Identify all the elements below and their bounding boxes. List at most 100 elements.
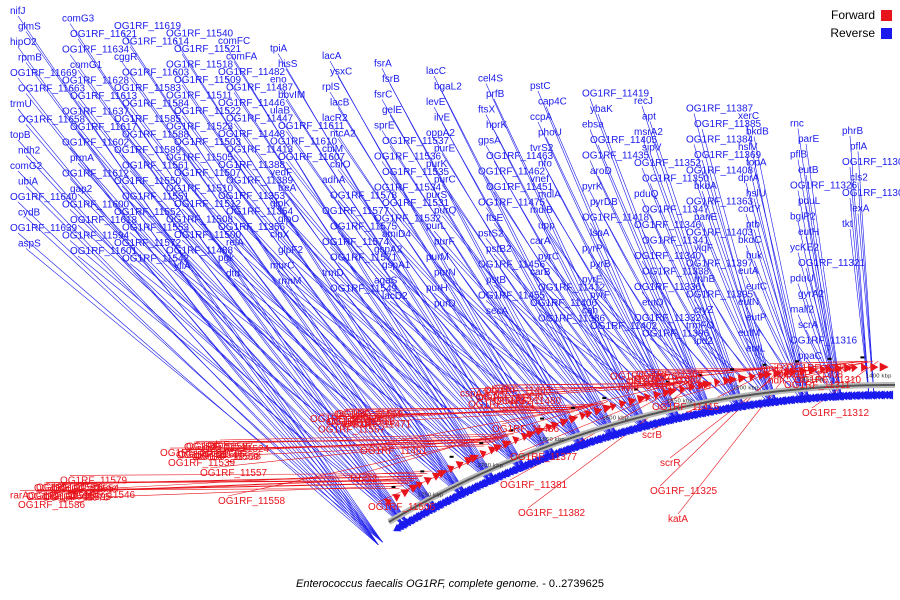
connector-line [203, 437, 505, 452]
gene-label-forward-og1rf-11379: OG1RF_11379 [644, 381, 712, 392]
gene-label-reverse-ycke2: ycKE2 [790, 243, 819, 254]
connector-line [359, 404, 597, 475]
gene-label-reverse-comfc: comFC [218, 36, 250, 47]
gene-label-reverse-og1rf-11588: OG1RF_11588 [122, 130, 190, 141]
gene-label-reverse-og1rf-11542: OG1RF_11542 [122, 254, 190, 265]
arc-tick [420, 470, 425, 473]
connector-line [537, 214, 677, 423]
connector-line [493, 222, 651, 430]
connector-line [129, 77, 440, 511]
gene-label-reverse-og1rf-11537: OG1RF_11537 [382, 136, 450, 147]
gene-label-reverse-og1rf-11451: OG1RF_11451 [486, 182, 554, 193]
forward-gene-arrow [609, 402, 617, 411]
connector-line [589, 98, 709, 417]
connector-line [381, 192, 584, 449]
connector-line [485, 269, 646, 431]
connector-line [649, 152, 746, 411]
connector-line [329, 277, 553, 460]
genome-arc-line [388, 384, 895, 523]
connector-line [545, 168, 682, 422]
gene-label-forward-og1rf-11312: OG1RF_11312 [802, 408, 870, 419]
connector-line [285, 254, 528, 470]
gene-label-reverse-lspa: lspA [590, 228, 610, 239]
connector-line [181, 208, 468, 496]
connector-line [233, 278, 498, 483]
gene-label-reverse-og1rf-11385: OG1RF_11385 [694, 119, 762, 130]
gene-label-forward-og1rf-11587: OG1RF_11587 [186, 442, 254, 453]
gene-label-reverse-og1rf-11389: OG1RF_11389 [226, 176, 294, 187]
gene-label-forward-og1rf-11308: OG1RF_11308 [776, 369, 844, 380]
connector-line [641, 198, 741, 411]
gene-label-forward-og1rf-11483: OG1RF_11483 [484, 385, 552, 396]
gene-label-forward-scrb: scrB [642, 430, 662, 441]
connector-line [745, 244, 805, 403]
gene-labels: nifJglmShipO2rpmBOG1RF_11669OG1RF_11663t… [10, 6, 900, 525]
scale-label: 1400 kbp [866, 373, 892, 379]
gene-label-reverse-carb: carB [530, 267, 551, 278]
connector-line [209, 436, 508, 469]
connector-line [649, 276, 746, 411]
gene-label-reverse-og1rf-11395: OG1RF_11395 [686, 290, 754, 301]
connector-line [201, 437, 503, 453]
gene-label-reverse-og1rf-11412: OG1RF_11412 [538, 283, 606, 294]
gene-label-reverse-og1rf-11419: OG1RF_11419 [582, 89, 650, 100]
connector-line [849, 166, 870, 400]
forward-gene-arrow [384, 498, 392, 507]
gene-label-forward-og1rf-11605: OG1RF_11605 [178, 450, 246, 461]
gene-label-reverse-og1rf-11610: OG1RF_11610 [270, 137, 338, 148]
connector-line [77, 224, 411, 526]
forward-gene-arrow [455, 461, 464, 470]
connector-line [597, 299, 714, 416]
gene-label-reverse-og1rf-11435: OG1RF_11435 [582, 151, 650, 162]
connector-line [77, 162, 411, 526]
gene-label-reverse-og1rf-11583: OG1RF_11583 [114, 83, 182, 94]
gene-label-reverse-og1rf-11621: OG1RF_11621 [70, 29, 138, 40]
forward-gene-arrow [748, 372, 756, 382]
connector-line [337, 262, 558, 459]
gene-label-reverse-trmd: trmD [322, 268, 344, 279]
gene-label-reverse-og1rf-11639: OG1RF_11639 [10, 223, 78, 234]
gene-label-reverse-og1rf-11482: OG1RF_11482 [218, 67, 286, 78]
gene-label-reverse-og1rf-11306: OG1RF_11306 [842, 188, 900, 199]
gene-label-reverse-pduq: pduQ [634, 189, 659, 200]
gene-label-reverse-purh: purH [426, 283, 448, 294]
gene-label-reverse-og1rf-11356: OG1RF_11356 [218, 222, 286, 233]
gene-label-reverse-seca: secA [486, 306, 509, 317]
connector-line [527, 378, 701, 509]
legend-forward-label: Forward [830, 8, 875, 22]
gene-label-reverse-clpx: clpX [270, 230, 290, 241]
forward-gene-arrow [687, 383, 696, 392]
gene-label-reverse-mall2: mall2 [790, 305, 814, 316]
connector-line [225, 76, 493, 485]
gene-label-reverse-og1rf-11512: OG1RF_11512 [174, 199, 242, 210]
forward-gene-arrow [789, 367, 798, 377]
arc-tick [509, 429, 514, 432]
gene-label-reverse-trea: treA [278, 183, 297, 194]
gene-label-reverse-og1rf-11634: OG1RF_11634 [62, 45, 130, 56]
connector-line [797, 252, 838, 401]
forward-gene-arrow [879, 362, 889, 372]
connector-line [17, 232, 379, 546]
connector-line [337, 231, 558, 459]
forward-gene-arrow [423, 477, 432, 485]
connector-line [537, 90, 677, 423]
connector-line [441, 277, 620, 438]
gene-label-forward-og1rf-11563: OG1RF_11563 [328, 417, 396, 428]
forward-gene-arrow [415, 481, 423, 490]
connector-line [329, 184, 553, 460]
gene-label-forward-og1rf-11570: OG1RF_11570 [42, 493, 110, 504]
gene-label-reverse-og1rf-11347: OG1RF_11347 [642, 205, 710, 216]
gene-label-reverse-og1rf-11511: OG1RF_11511 [166, 91, 233, 102]
gene-label-reverse-cryz: cryZ [694, 305, 713, 316]
gene-label-reverse-og1rf-11553: OG1RF_11553 [122, 223, 190, 234]
forward-gene-arrow [702, 380, 713, 389]
forward-gene-arrow [579, 411, 587, 421]
gene-label-reverse-eutn: eutN [738, 297, 759, 308]
connector-line [61, 475, 423, 484]
gene-label-forward-srpg2: srpG2 [778, 369, 806, 380]
connector-line [501, 382, 684, 425]
scale-labels: 1750 kbp 1700 kbp 1650 kbp 1600 kbp 1550 kbp… [417, 373, 892, 498]
gene-label-reverse-og1rf-11617: OG1RF_11617 [70, 122, 138, 133]
gene-label-reverse-comg1: comG1 [70, 60, 103, 71]
